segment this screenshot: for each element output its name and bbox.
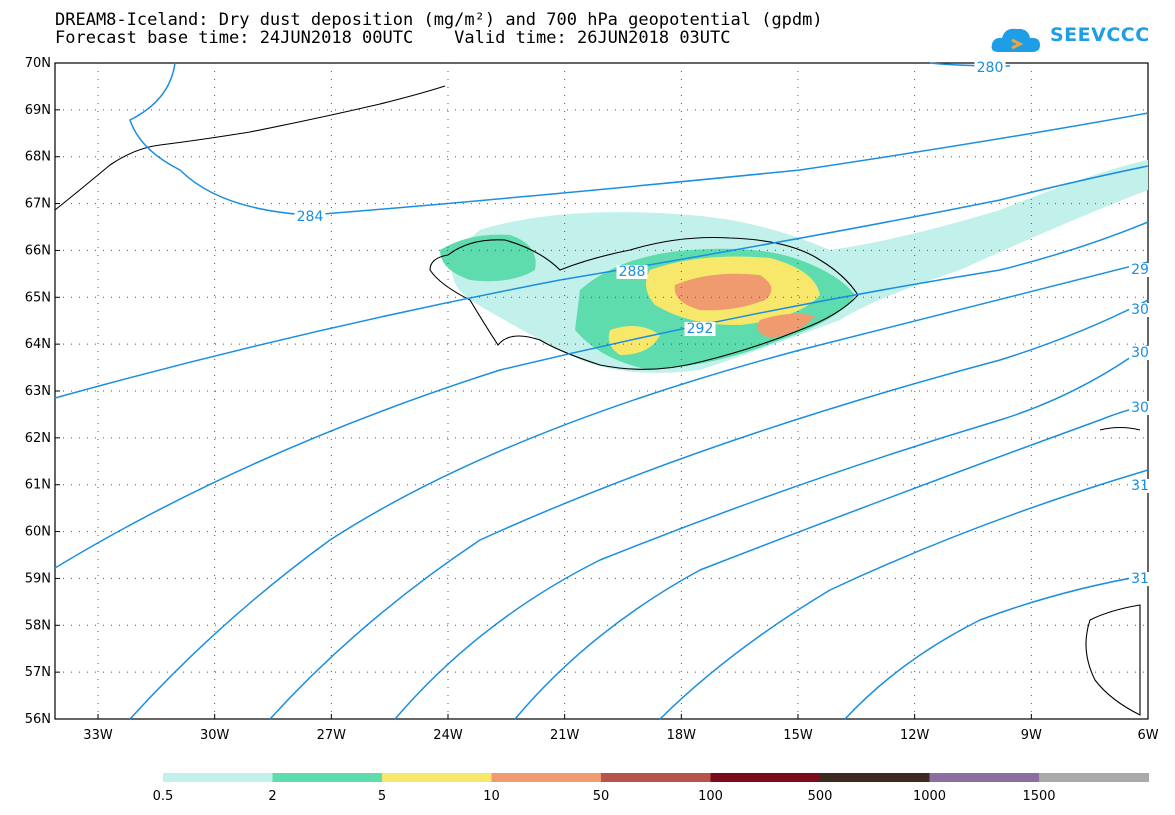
lat-tick-label: 61N xyxy=(25,478,51,493)
lat-tick-label: 69N xyxy=(25,103,51,118)
legend-swatch xyxy=(272,773,383,782)
lat-tick-label: 63N xyxy=(25,384,51,399)
contour-label-bg xyxy=(1129,479,1151,493)
legend-label: 5 xyxy=(378,789,386,804)
lat-tick-label: 62N xyxy=(25,431,51,446)
legend-label: 1000 xyxy=(913,789,946,804)
contour-label-bg xyxy=(1129,572,1151,586)
cloud-logo-icon xyxy=(991,28,1040,52)
lon-tick-label: 12W xyxy=(900,728,930,743)
legend-label: 100 xyxy=(698,789,723,804)
contour-label: 288 xyxy=(619,264,646,280)
contour-label: 30 xyxy=(1131,302,1149,318)
lon-tick-label: 9W xyxy=(1021,728,1042,743)
legend-swatch xyxy=(820,773,930,782)
contour-label: 31 xyxy=(1131,478,1149,494)
lat-tick-label: 58N xyxy=(25,618,51,633)
contour-label-bg xyxy=(684,322,716,336)
map-frame xyxy=(54,62,1149,720)
legend-swatch xyxy=(1039,773,1149,782)
dust-area-yellow-south xyxy=(608,326,660,355)
contour-label: 292 xyxy=(687,321,714,337)
dust-area-orange-southeast xyxy=(757,313,815,338)
contour-label-bg xyxy=(1129,401,1151,415)
lat-tick-label: 57N xyxy=(25,665,51,680)
contour-label-bg xyxy=(1129,263,1151,277)
lat-tick-label: 66N xyxy=(25,243,51,258)
lat-tick-label: 70N xyxy=(25,56,51,71)
legend-label: 500 xyxy=(808,789,833,804)
scotland-coast-north xyxy=(1099,426,1141,431)
contour-line xyxy=(659,469,1149,720)
map-subtitle: Forecast base time: 24JUN2018 00UTC Vali… xyxy=(55,28,731,48)
dust-deposition-field xyxy=(440,160,1148,373)
contour-line xyxy=(844,574,1149,720)
contour-line xyxy=(129,261,1149,720)
contour-label: 284 xyxy=(297,209,324,225)
lon-tick-label: 6W xyxy=(1137,728,1158,743)
lon-tick-label: 21W xyxy=(550,728,580,743)
legend-swatch xyxy=(601,773,711,782)
lat-tick-label: 56N xyxy=(25,712,51,727)
lon-tick-label: 15W xyxy=(783,728,813,743)
legend-swatch xyxy=(491,773,602,782)
contour-line xyxy=(129,62,1149,216)
geopotential-contours xyxy=(54,62,1149,720)
legend-swatch xyxy=(929,773,1040,782)
contour-label: 30 xyxy=(1131,400,1149,416)
legend-label: 0.5 xyxy=(153,789,174,804)
contour-line xyxy=(269,299,1149,720)
lat-tick-label: 60N xyxy=(25,525,51,540)
contour-label: 30 xyxy=(1131,345,1149,361)
lon-tick-label: 33W xyxy=(83,728,113,743)
contour-label: 280 xyxy=(977,60,1004,76)
contour-line xyxy=(514,404,1149,720)
lat-tick-label: 64N xyxy=(25,337,51,352)
contour-label-bg xyxy=(1129,303,1151,317)
contour-label: 29 xyxy=(1131,262,1149,278)
lat-tick-label: 68N xyxy=(25,150,51,165)
lon-tick-label: 27W xyxy=(317,728,347,743)
legend-label: 50 xyxy=(593,789,610,804)
legend-label: 2 xyxy=(268,789,276,804)
contour-label-bg xyxy=(974,61,1006,75)
contour-line xyxy=(394,344,1149,720)
logo-text: SEEVCCC xyxy=(1050,24,1150,46)
dust-area-orange xyxy=(674,273,772,311)
legend-swatch xyxy=(710,773,821,782)
lon-tick-label: 30W xyxy=(200,728,230,743)
iceland-coast xyxy=(429,236,859,370)
legend-swatch xyxy=(382,773,492,782)
legend-label: 1500 xyxy=(1022,789,1055,804)
scotland-coast-south xyxy=(1085,604,1141,716)
lat-tick-label: 67N xyxy=(25,197,51,212)
legend-swatch xyxy=(163,773,273,782)
contour-line xyxy=(54,221,1149,569)
coastlines xyxy=(54,85,1141,716)
greenland-coast xyxy=(54,85,446,211)
lat-tick-label: 65N xyxy=(25,290,51,305)
lon-tick-label: 18W xyxy=(667,728,697,743)
lat-tick-label: 59N xyxy=(25,571,51,586)
lon-tick-label: 24W xyxy=(433,728,463,743)
contour-label-bg xyxy=(1129,346,1151,360)
contour-label-bg xyxy=(616,265,648,279)
contour-label-bg xyxy=(294,210,326,224)
legend-label: 10 xyxy=(483,789,500,804)
contour-label: 31 xyxy=(1131,571,1149,587)
map-title: DREAM8-Iceland: Dry dust deposition (mg/… xyxy=(55,10,823,30)
